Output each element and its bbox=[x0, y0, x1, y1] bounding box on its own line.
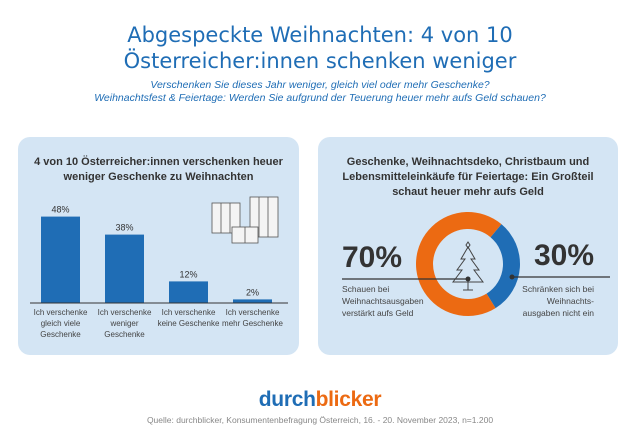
bar-value-label: 2% bbox=[246, 287, 259, 297]
bar bbox=[233, 299, 272, 303]
donut-chart-panel: Geschenke, Weihnachtsdeko, Christbaum un… bbox=[318, 137, 618, 355]
category-label: Ich verschenke bbox=[162, 308, 216, 317]
share-70-description: Schauen bei Weihnachtsausgaben verstärkt a… bbox=[342, 284, 424, 318]
category-label: mehr Geschenke bbox=[222, 319, 283, 328]
category-label: Ich verschenke bbox=[226, 308, 280, 317]
category-label: Geschenke bbox=[40, 330, 81, 339]
share-70-value: 70% bbox=[342, 241, 403, 274]
bar-chart-title: 4 von 10 Österreicher:innen verschenken … bbox=[34, 156, 283, 183]
leader-dot-70 bbox=[465, 276, 471, 282]
share-30-value: 30% bbox=[533, 239, 594, 272]
page-title: Abgespeckte Weihnachten: 4 von 10 Österre… bbox=[123, 23, 517, 73]
category-label: Geschenke bbox=[104, 330, 145, 339]
donut-slice bbox=[416, 212, 502, 316]
donut-chart-title: Geschenke, Weihnachtsdeko, Christbaum un… bbox=[342, 156, 594, 198]
christmas-tree-icon bbox=[452, 241, 484, 291]
page-subtitle: Verschenken Sie dieses Jahr weniger, gle… bbox=[94, 79, 546, 104]
donut-slice bbox=[486, 224, 520, 309]
gift-boxes-icon bbox=[211, 196, 279, 244]
bar-chart: 48% Ich verschenke gleich viele Geschenke 38… bbox=[30, 196, 288, 339]
bar bbox=[41, 216, 80, 303]
bar-chart-panel: 4 von 10 Österreicher:innen verschenken … bbox=[18, 137, 299, 355]
category-label: gleich viele bbox=[41, 319, 81, 328]
donut-chart bbox=[342, 212, 610, 316]
category-label: Ich verschenke bbox=[98, 308, 152, 317]
bar-value-label: 38% bbox=[115, 223, 133, 233]
category-label: weniger bbox=[109, 319, 138, 328]
brand-logo: durchblicker bbox=[258, 388, 382, 411]
bar bbox=[169, 281, 208, 303]
category-label: keine Geschenke bbox=[158, 319, 220, 328]
leader-dot-30 bbox=[509, 274, 515, 280]
source-note: Quelle: durchblicker, Konsumentenbefragu… bbox=[146, 415, 494, 425]
share-30-description: Schränken sich bei Weihnachts-ausgaben ni… bbox=[522, 284, 594, 318]
bar-value-label: 12% bbox=[179, 269, 197, 279]
category-label: Ich verschenke bbox=[34, 308, 88, 317]
bar bbox=[105, 234, 144, 303]
bar-value-label: 48% bbox=[51, 205, 69, 215]
